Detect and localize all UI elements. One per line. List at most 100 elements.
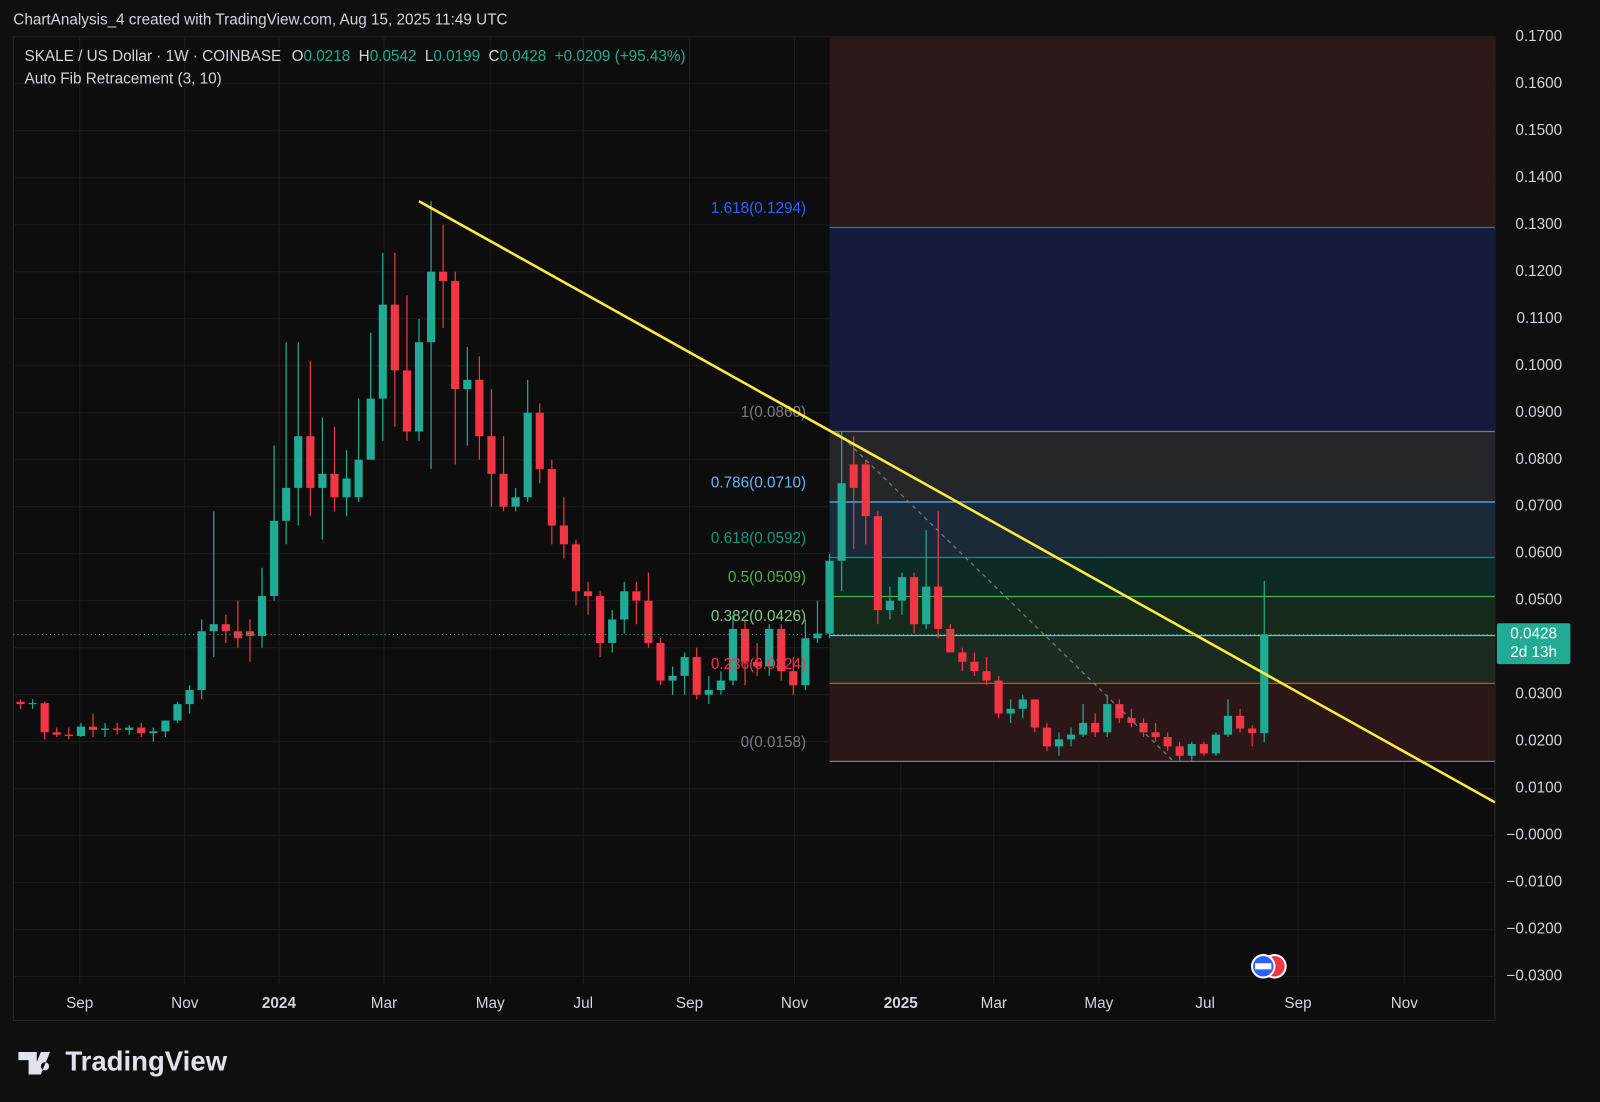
candle-body — [656, 642, 665, 681]
candle-body — [1151, 732, 1160, 737]
x-tick-label: Mar — [371, 995, 397, 1012]
candle-body — [1054, 739, 1064, 747]
event-flags — [1251, 954, 1287, 979]
candle-body — [1042, 727, 1051, 747]
candle-body — [668, 675, 677, 681]
candle-body — [740, 628, 750, 662]
candle-body — [837, 483, 846, 561]
y-tick-label: 0.0900 — [1515, 404, 1562, 421]
y-tick-label: 0.1600 — [1515, 75, 1562, 92]
y-tick-label: 0.1400 — [1515, 169, 1562, 186]
candle-body — [1030, 699, 1039, 728]
candle-body — [330, 473, 339, 498]
candle-body — [1260, 634, 1269, 734]
y-tick-label: 0.0800 — [1515, 451, 1562, 468]
candle-body — [789, 671, 798, 686]
candle-body — [861, 464, 870, 517]
ohlc-value: 0.0428 — [500, 48, 547, 65]
last-price-label: 0.0428 — [1510, 626, 1557, 643]
candle-body — [970, 661, 979, 672]
symbol: SKALE / US Dollar · 1W · COINBASE — [25, 48, 282, 65]
candle-body — [1006, 708, 1015, 714]
legend: SKALE / US Dollar · 1W · COINBASE O0.021… — [25, 48, 686, 65]
candle-body — [692, 657, 701, 695]
x-tick-label: 2025 — [884, 995, 919, 1012]
candle-body — [632, 591, 641, 601]
candle-body — [185, 689, 194, 705]
candle-body — [245, 631, 255, 636]
candle-body — [125, 727, 134, 730]
fib-zone — [829, 227, 1495, 432]
candle-body — [161, 720, 170, 732]
y-tick-label: 0.0300 — [1515, 686, 1562, 703]
candle-body — [1139, 722, 1148, 733]
candle-body — [1127, 718, 1136, 723]
candle-body — [1248, 728, 1257, 734]
y-tick-label: −0.0100 — [1506, 874, 1562, 891]
candle-body — [173, 704, 182, 721]
candle-body — [463, 379, 472, 390]
candle-body — [680, 657, 689, 676]
candle-body — [571, 544, 581, 592]
candle-body — [547, 469, 556, 526]
candle-body — [209, 624, 218, 632]
candle-body — [88, 726, 98, 730]
logo-text: TradingView — [65, 1046, 227, 1077]
fib-level-label: 0.382(0.0426) — [711, 608, 806, 625]
y-tick-label: 0.1500 — [1515, 122, 1562, 139]
x-tick-label: Sep — [66, 995, 93, 1012]
x-tick-label: May — [476, 995, 505, 1012]
candle-body — [934, 586, 943, 629]
ohlc-value: 0.0218 — [304, 48, 351, 65]
fib-zone — [829, 635, 1495, 684]
fib-anchor-line — [836, 431, 1175, 762]
y-tick-label: −0.0300 — [1506, 968, 1562, 985]
candle-body — [414, 342, 424, 432]
candle-body — [427, 271, 436, 343]
indicator: Auto Fib Retracement (3, 10) — [25, 71, 222, 88]
y-tick-label: 0.0100 — [1515, 780, 1562, 797]
candle-body — [1018, 699, 1027, 709]
candle-body — [801, 638, 810, 686]
x-tick-label: May — [1084, 995, 1113, 1012]
fib-level-label: 1.618(0.1294) — [711, 200, 806, 217]
candle-body — [1236, 715, 1245, 729]
candle-body — [475, 379, 484, 437]
fib-level-label: 0.5(0.0509) — [728, 569, 806, 586]
fib-zone — [829, 683, 1495, 762]
candles — [16, 201, 1269, 761]
candle-body — [559, 525, 568, 545]
overlays: 1.618(0.1294)1(0.0860)0.786(0.0710)0.618… — [13, 200, 1496, 804]
change: +0.0209 (+95.43%) — [555, 48, 686, 65]
candle-body — [897, 577, 907, 601]
fib-level-label: 0.786(0.0710) — [711, 475, 806, 492]
y-tick-label: 0.1200 — [1515, 263, 1562, 280]
candle-body — [777, 628, 786, 672]
candle-body — [1199, 744, 1208, 754]
candle-body — [40, 703, 49, 733]
y-tick-label: 0.0500 — [1515, 592, 1562, 609]
candle-body — [282, 487, 291, 521]
y-tick-label: 0.1700 — [1515, 28, 1562, 45]
candle-body — [16, 701, 25, 705]
x-tick-label: Nov — [1391, 995, 1419, 1012]
candle-body — [390, 304, 399, 371]
ohlc-key: C — [488, 48, 499, 65]
y-tick-label: 0.1000 — [1515, 357, 1562, 374]
candle-body — [318, 473, 327, 488]
candle-body — [958, 652, 967, 662]
ohlc-key: L — [425, 48, 434, 65]
last-price-box — [1496, 623, 1571, 665]
candle-body — [342, 478, 351, 498]
candle-body — [849, 464, 858, 488]
candle-body — [873, 516, 882, 611]
y-tick-label: 0.1300 — [1515, 216, 1562, 233]
trendline — [418, 200, 1496, 804]
x-tick-label: Mar — [981, 995, 1007, 1012]
x-tick-label: Sep — [1284, 995, 1311, 1012]
flag-stripe — [1255, 963, 1272, 970]
x-tick-label: Jul — [1195, 995, 1215, 1012]
y-tick-label: 0.0600 — [1515, 545, 1562, 562]
candle-body — [1103, 704, 1112, 733]
